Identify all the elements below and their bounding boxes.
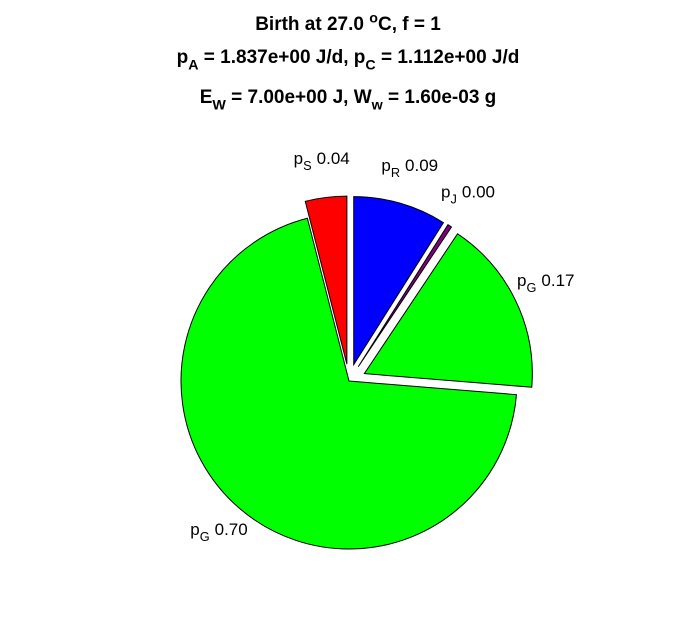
slice-value-label: 0.09 <box>405 156 438 175</box>
text-run: G <box>200 529 210 544</box>
chart-title: EW = 7.00e+00 J, Ww = 1.60e-03 g <box>200 87 497 114</box>
slice-value-label: 0.70 <box>215 520 248 539</box>
text-run: p <box>190 520 199 539</box>
text-run: = 1.60e-03 g <box>383 87 497 108</box>
pie-slice <box>180 217 517 550</box>
slice-label: pG 0.17 <box>517 271 574 295</box>
text-run: = 1.112e+00 J/d <box>376 47 520 68</box>
text-run: R <box>391 165 400 180</box>
text-run: p <box>381 156 390 175</box>
slice-label: pR 0.09 <box>381 156 438 180</box>
pie-slice <box>357 224 453 368</box>
slice-label: pJ 0.00 <box>441 183 495 207</box>
text-run: p <box>441 183 450 202</box>
text-run: = 1.837e+00 J/d, p <box>199 47 366 68</box>
slice-label: pG 0.70 <box>190 520 247 544</box>
text-run: p <box>517 271 526 290</box>
pie-slice <box>353 196 445 367</box>
pie-slice <box>363 233 533 388</box>
slice-label: pS 0.04 <box>294 149 350 173</box>
chart-title: Birth at 27.0 oC, f = 1 <box>255 10 441 35</box>
chart-title: pA = 1.837e+00 J/d, pC = 1.112e+00 J/d <box>177 47 520 74</box>
text-run: p <box>294 149 303 168</box>
text-run: E <box>200 87 213 108</box>
slice-value-label: 0.04 <box>317 149 350 168</box>
text-run: C <box>365 58 375 74</box>
text-run: o <box>369 10 378 26</box>
text-run: J <box>451 192 457 207</box>
pie-slice <box>304 195 348 365</box>
text-run: S <box>303 158 312 173</box>
text-run: A <box>188 58 198 74</box>
text-run: Birth at 27.0 <box>255 14 369 35</box>
text-run: G <box>527 280 537 295</box>
text-run: p <box>177 47 189 68</box>
text-run: w <box>371 98 384 114</box>
text-run: C, f = 1 <box>378 14 441 35</box>
slice-value-label: 0.00 <box>462 183 495 202</box>
slice-value-label: 0.17 <box>541 271 574 290</box>
text-run: = 7.00e+00 J, W <box>226 87 372 108</box>
text-run: W <box>212 98 226 114</box>
